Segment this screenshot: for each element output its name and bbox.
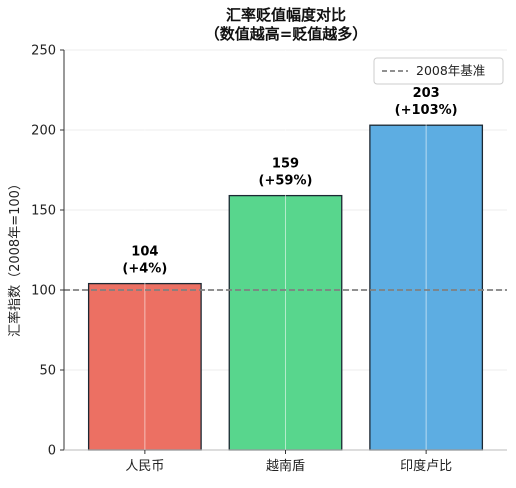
y-tick-label: 200 <box>31 124 56 139</box>
x-tick-label: 印度卢比 <box>400 458 452 474</box>
x-tick-label: 越南盾 <box>266 458 305 474</box>
y-tick-label: 150 <box>31 204 56 219</box>
data-label-change: (+103%) <box>395 103 458 118</box>
y-axis-label: 汇率指数（2008年=100） <box>7 177 23 337</box>
legend-box <box>373 57 504 85</box>
data-label-value: 159 <box>272 157 299 172</box>
data-label-value: 104 <box>131 245 158 260</box>
y-tick-label: 0 <box>48 444 56 459</box>
axes-group: 0 50 100 150 200 250 人民币 越南盾 印度卢比 <box>31 44 507 474</box>
y-tick-label: 250 <box>31 44 56 59</box>
chart-subtitle: （数值越高=贬值越多） <box>205 25 368 43</box>
chart-title: 汇率贬值幅度对比 <box>226 6 346 24</box>
y-tick-label: 100 <box>31 284 56 299</box>
y-tick-label: 50 <box>39 364 56 379</box>
data-labels-group: 104 (+4%) 159 (+59%) 203 (+103%) <box>122 86 457 276</box>
data-label-change: (+4%) <box>122 262 167 277</box>
data-label-change: (+59%) <box>259 174 313 189</box>
data-label-value: 203 <box>413 86 440 101</box>
legend: 2008年基准 <box>373 57 504 85</box>
legend-entry-baseline: 2008年基准 <box>416 63 485 78</box>
x-tick-label: 人民币 <box>125 459 164 474</box>
